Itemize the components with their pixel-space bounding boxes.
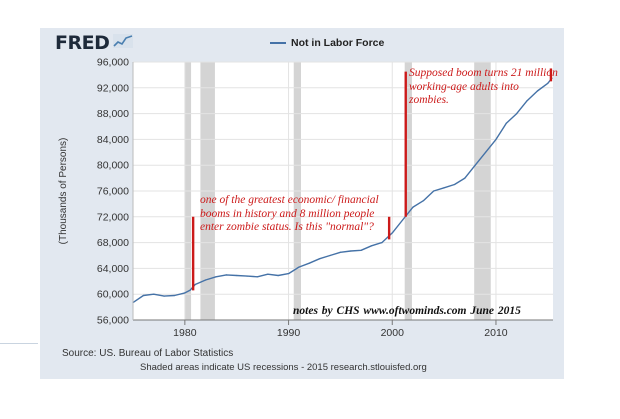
data-point — [236, 275, 237, 276]
data-point — [433, 190, 434, 191]
y-axis-label: (Thousands of Persons) — [58, 138, 69, 245]
data-point — [340, 252, 341, 253]
y-tick-label: 84,000 — [97, 134, 129, 146]
data-point — [329, 255, 330, 256]
data-point — [278, 275, 279, 276]
data-point — [257, 276, 258, 277]
data-point — [319, 258, 320, 259]
data-point — [412, 207, 413, 208]
y-tick-label: 72,000 — [97, 211, 129, 223]
data-point — [423, 200, 424, 201]
data-point — [184, 292, 185, 293]
data-point — [164, 296, 165, 297]
data-point — [516, 113, 517, 114]
data-point — [189, 290, 190, 291]
data-point — [246, 276, 247, 277]
data-point — [464, 178, 465, 179]
data-point — [309, 263, 310, 264]
y-tick-label: 88,000 — [97, 108, 129, 120]
data-point — [506, 123, 507, 124]
y-tick-label: 76,000 — [97, 186, 129, 198]
data-point — [485, 152, 486, 153]
annotation-boom: one of the greatest economic/ financial … — [200, 194, 390, 235]
y-tick-label: 68,000 — [97, 237, 129, 249]
data-point — [288, 273, 289, 274]
data-point — [267, 274, 268, 275]
data-point — [205, 279, 206, 280]
data-point — [361, 250, 362, 251]
data-point — [371, 245, 372, 246]
data-point — [143, 295, 144, 296]
data-point — [195, 284, 196, 285]
y-tick-label: 80,000 — [97, 160, 129, 172]
data-point — [381, 242, 382, 243]
data-point — [444, 187, 445, 188]
data-point — [215, 276, 216, 277]
data-point — [174, 295, 175, 296]
data-point — [454, 184, 455, 185]
data-point — [495, 139, 496, 140]
data-point — [392, 232, 393, 233]
data-point — [350, 250, 351, 251]
data-point — [475, 165, 476, 166]
x-tick-label: 1990 — [277, 327, 301, 339]
source-note: Source: US. Bureau of Labor Statistics — [62, 348, 233, 359]
y-tick-label: 92,000 — [97, 82, 129, 94]
annotation-zombies: Supposed boom turns 21 million working-a… — [409, 67, 559, 108]
x-tick-label: 1980 — [173, 327, 197, 339]
annotation-credit: notes by CHS www.oftwominds.com June 201… — [293, 305, 521, 317]
y-tick-label: 64,000 — [97, 263, 129, 275]
data-point — [153, 294, 154, 295]
recession-note: Shaded areas indicate US recessions - 20… — [140, 362, 427, 373]
data-point — [298, 267, 299, 268]
x-tick-label: 2010 — [484, 327, 508, 339]
y-tick-label: 56,000 — [97, 315, 129, 327]
y-tick-label: 96,000 — [97, 57, 129, 69]
y-tick-label: 60,000 — [97, 289, 129, 301]
data-point — [402, 219, 403, 220]
data-point — [226, 274, 227, 275]
x-tick-label: 2000 — [381, 327, 405, 339]
